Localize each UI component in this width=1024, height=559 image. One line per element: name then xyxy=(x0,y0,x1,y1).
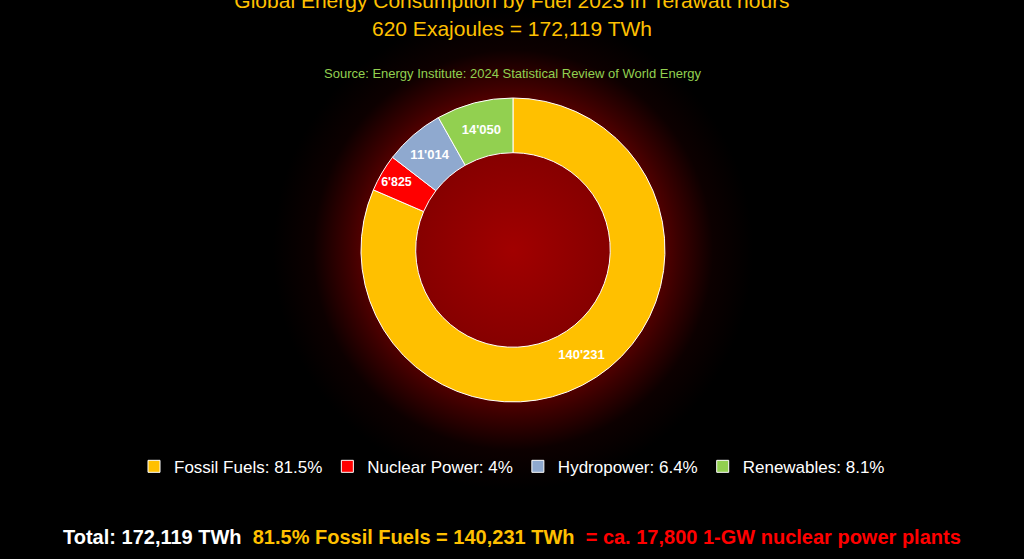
svg-text:6'825: 6'825 xyxy=(381,175,412,189)
svg-text:11'014: 11'014 xyxy=(410,147,449,162)
svg-text:Total: 172,119 TWh 81.5% Foss: Total: 172,119 TWh 81.5% Fossil Fuels = … xyxy=(63,526,961,548)
svg-text:Global Energy Consumption by F: Global Energy Consumption by Fuel 2023 i… xyxy=(234,0,789,40)
svg-text:14'050: 14'050 xyxy=(462,122,501,137)
svg-text:Nuclear Power: 4%: Nuclear Power: 4% xyxy=(367,458,513,477)
svg-text:Source: Energy Institute: 2024: Source: Energy Institute: 2024 Statistic… xyxy=(324,66,701,81)
svg-text:140'231: 140'231 xyxy=(558,347,604,362)
svg-text:Fossil Fuels: 81.5%: Fossil Fuels: 81.5% xyxy=(174,458,322,477)
svg-text:Hydropower: 6.4%: Hydropower: 6.4% xyxy=(558,458,698,477)
svg-text:Renewables: 8.1%: Renewables: 8.1% xyxy=(743,458,885,477)
